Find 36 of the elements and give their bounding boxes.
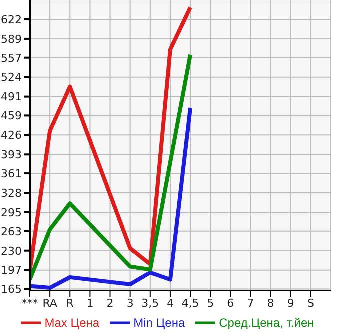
- y-tick-label: 524: [1, 71, 22, 84]
- x-tick-label: 9: [287, 296, 294, 310]
- legend-label: Сред.Цена, т.йен: [219, 316, 314, 330]
- x-tick-label: S: [307, 296, 314, 310]
- legend-label: Max Цена: [44, 316, 100, 330]
- x-tick-label: 2: [106, 296, 114, 310]
- x-tick-label: RA: [42, 296, 58, 310]
- y-tick-label: 393: [1, 148, 22, 162]
- y-tick-label: 328: [1, 186, 22, 200]
- x-tick-label: 4,5: [182, 296, 200, 310]
- x-tick-label: 1: [86, 296, 94, 310]
- legend-label: Min Цена: [134, 316, 186, 330]
- y-tick-label: 197: [1, 264, 22, 278]
- y-tick-label: 491: [1, 90, 22, 104]
- x-tick-label: 7: [247, 296, 254, 310]
- line-series: [30, 6, 193, 273]
- y-tick-label: 165: [1, 283, 22, 296]
- y-tick-label: 622: [1, 13, 22, 26]
- x-tick-label: 5: [207, 296, 214, 310]
- x-tick-label: R: [66, 296, 74, 310]
- y-tick-label: 230: [1, 244, 22, 258]
- x-tick-label: 6: [227, 296, 234, 310]
- y-tick-label: 459: [1, 110, 22, 123]
- line-series: [30, 52, 193, 282]
- y-tick-label: 557: [1, 52, 22, 65]
- x-tick-label: 8: [267, 296, 274, 310]
- y-tick-label: 426: [1, 129, 22, 142]
- x-tick-label: 3: [126, 296, 134, 310]
- x-tick-label: ***: [22, 296, 39, 310]
- y-tick-label: 263: [1, 225, 22, 238]
- y-tick-label: 295: [1, 206, 22, 220]
- line-series: [30, 106, 193, 290]
- y-tick-label: 589: [1, 32, 22, 46]
- y-tick-label: 361: [1, 167, 22, 180]
- x-tick-label: 4: [166, 296, 174, 310]
- x-tick-label: 3,5: [142, 296, 160, 310]
